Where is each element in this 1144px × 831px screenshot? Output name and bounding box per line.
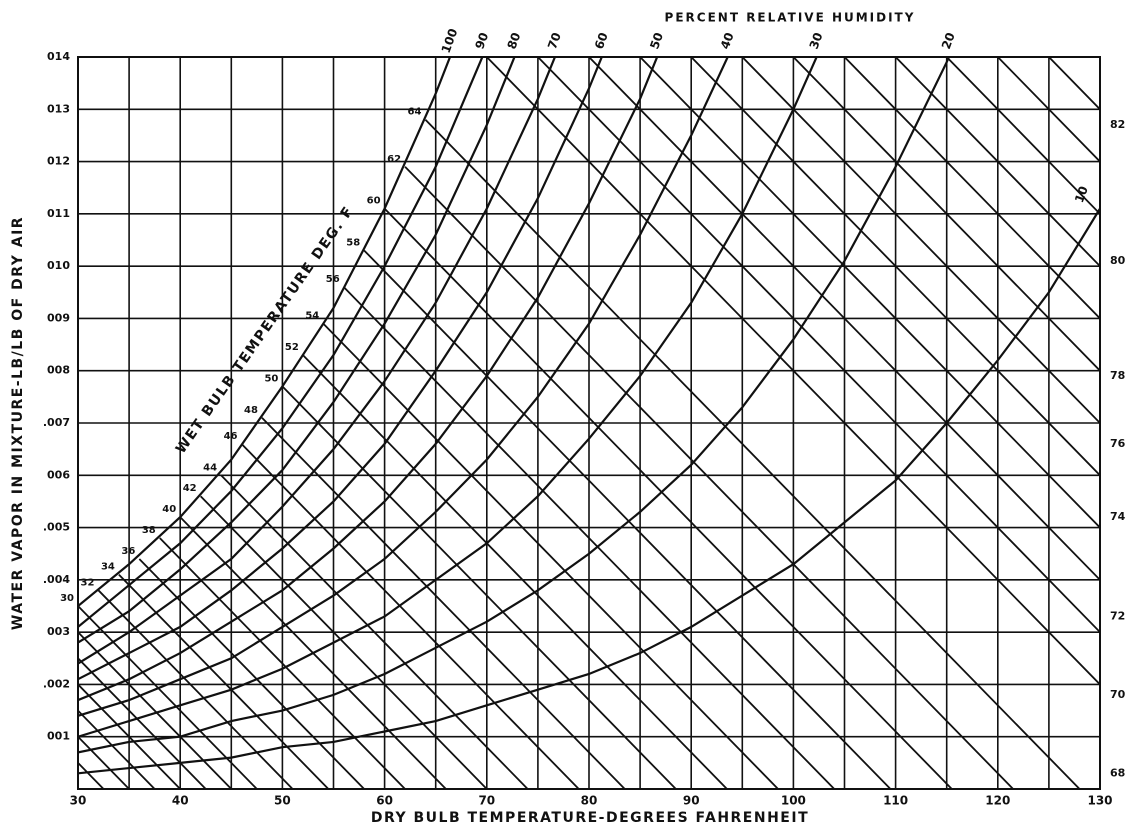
wet-bulb-line [302,354,728,789]
wet-bulb-line [199,495,488,789]
y-tick-label: 001 [47,730,70,743]
rh-label: 60 [592,31,611,51]
wet-bulb-line [78,762,105,789]
plot-area [78,57,1100,789]
wet-bulb-line [281,385,677,789]
wet-bulb-line [404,166,1014,789]
wet-bulb-line [118,573,330,789]
rh-label: 20 [939,31,958,51]
y-tick-label: .002 [43,677,70,690]
y-tick-label: 003 [47,625,70,638]
rh-label: 100 [439,27,461,55]
wet-bulb-label: 60 [367,196,381,207]
right-scale-label: 82 [1110,118,1125,131]
x-tick-label: 70 [478,794,495,808]
y-tick-label: 009 [47,311,70,324]
x-tick-label: 130 [1087,794,1112,808]
rh-label: 90 [472,31,491,51]
wet-bulb-label: 42 [183,483,197,494]
wet-bulb-line [843,57,1100,320]
wet-bulb-line [792,57,1100,373]
x-tick-label: 50 [274,794,291,808]
y-tick-label: .004 [43,573,70,586]
rh-curve [78,57,516,644]
rh-curve [78,57,603,681]
rh-curve [78,57,818,738]
right-scale-label: 68 [1110,766,1125,779]
wet-bulb-label: 40 [162,504,176,515]
wet-bulb-line [946,57,1100,216]
wet-bulb-label: 56 [326,274,340,285]
chart-title: PERCENT RELATIVE HUMIDITY [665,11,916,25]
rh-label: 40 [718,31,737,51]
right-scale-label: 70 [1110,688,1126,701]
y-tick-label: .005 [43,521,70,534]
x-tick-label: 40 [172,794,189,808]
rh-label: 30 [807,31,826,51]
x-tick-label: 30 [70,794,87,808]
x-tick-label: 100 [781,794,806,808]
x-tick-label: 80 [581,794,598,808]
wet-bulb-label: 32 [81,577,95,588]
rh-label: 50 [647,31,666,51]
rh-label: 80 [505,31,524,51]
rh-label: 70 [545,31,564,51]
wet-bulb-label: 46 [224,431,238,442]
y-tick-label: 014 [47,50,70,63]
wet-bulb-label: 30 [60,593,74,604]
wet-bulb-line [894,57,1100,268]
wet-bulb-line [363,249,892,789]
x-tick-label: 90 [683,794,700,808]
wet-bulb-line [322,323,779,789]
wet-bulb-line [97,589,294,789]
rh-curve [78,57,729,717]
rh-label: 10 [1072,184,1091,204]
wet-bulb-line [240,443,580,789]
wet-bulb-line [78,736,130,789]
y-axis-title: WATER VAPOR IN MIXTURE-LB/LB OF DRY AIR [10,216,26,630]
wet-bulb-line [78,709,156,789]
wet-bulb-label: 44 [203,462,217,473]
wet-bulb-label: 48 [244,405,258,416]
wet-bulb-label: 34 [101,562,115,573]
right-scale-label: 74 [1110,510,1126,523]
y-tick-label: 006 [47,468,70,481]
wet-bulb-label: 38 [142,525,156,536]
wet-bulb-line [78,631,232,789]
x-tick-label: 60 [376,794,393,808]
wet-bulb-label: 58 [346,237,360,248]
x-tick-label: 120 [985,794,1010,808]
wet-bulb-label: 52 [285,342,299,353]
y-tick-label: 011 [47,207,70,220]
wet-bulb-line [261,417,626,789]
right-scale-label: 80 [1110,254,1126,267]
right-scale-label: 76 [1110,437,1126,450]
wet-bulb-label: 64 [408,107,422,118]
y-tick-label: 008 [47,364,70,377]
wet-bulb-label: 62 [387,154,401,165]
wet-bulb-line [424,119,1081,789]
wet-bulb-label: 36 [121,546,135,557]
wet-bulb-label: 54 [305,311,319,322]
y-tick-label: 013 [47,102,70,115]
right-scale-label: 78 [1110,369,1125,382]
y-tick-label: 010 [47,259,70,272]
wet-bulb-label: 50 [264,373,278,384]
x-axis-title: DRY BULB TEMPERATURE-DEGREES FAHRENHEIT [371,810,809,826]
x-tick-label: 110 [883,794,908,808]
wet-bulb-line [383,207,953,789]
right-scale-label: 72 [1110,609,1125,622]
wet-bulb-line [78,657,207,789]
y-tick-label: 012 [47,155,70,168]
y-tick-label: .007 [43,416,70,429]
